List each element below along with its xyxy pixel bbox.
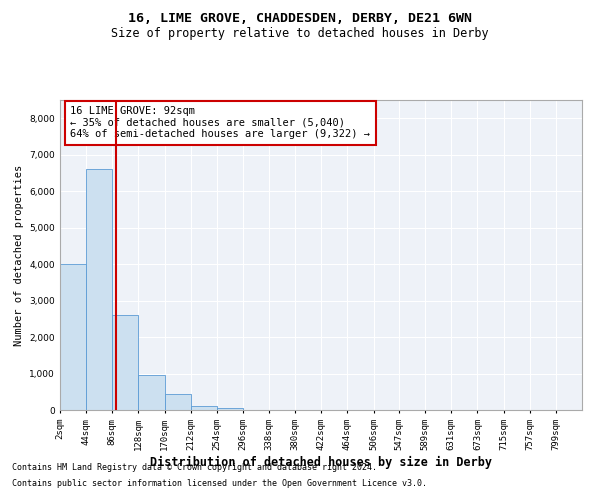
Text: 16 LIME GROVE: 92sqm
← 35% of detached houses are smaller (5,040)
64% of semi-de: 16 LIME GROVE: 92sqm ← 35% of detached h… [70, 106, 370, 140]
Bar [139, 376, 164, 410]
X-axis label: Distribution of detached houses by size in Derby: Distribution of detached houses by size … [150, 456, 492, 468]
Text: Contains public sector information licensed under the Open Government Licence v3: Contains public sector information licen… [12, 478, 427, 488]
Y-axis label: Number of detached properties: Number of detached properties [14, 164, 24, 346]
Text: Size of property relative to detached houses in Derby: Size of property relative to detached ho… [111, 28, 489, 40]
Bar [60, 264, 86, 410]
Text: 16, LIME GROVE, CHADDESDEN, DERBY, DE21 6WN: 16, LIME GROVE, CHADDESDEN, DERBY, DE21 … [128, 12, 472, 26]
Bar [217, 408, 243, 410]
Bar [164, 394, 191, 410]
Bar [86, 170, 112, 410]
Bar [191, 406, 217, 410]
Bar [112, 315, 139, 410]
Text: Contains HM Land Registry data © Crown copyright and database right 2024.: Contains HM Land Registry data © Crown c… [12, 464, 377, 472]
